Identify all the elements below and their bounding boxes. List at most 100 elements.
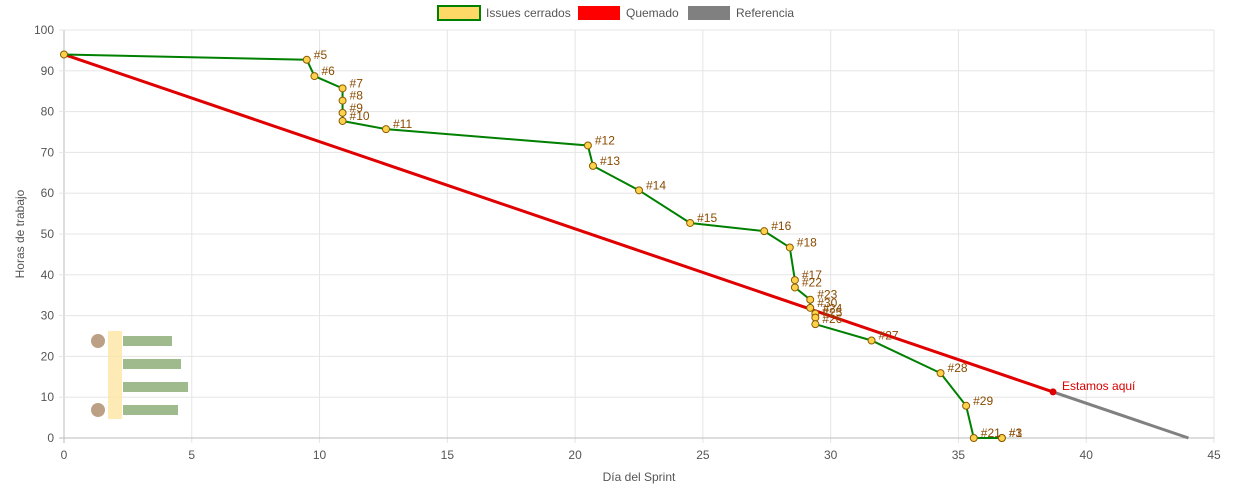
x-tick-label: 30	[824, 448, 838, 462]
y-tick-label: 60	[41, 186, 55, 200]
current-position-marker	[1049, 388, 1057, 396]
issue-point[interactable]	[338, 108, 347, 117]
legend-label-referencia: Referencia	[736, 6, 794, 20]
issue-point[interactable]	[338, 96, 347, 105]
issue-point-label: #13	[600, 154, 620, 168]
issue-point[interactable]	[997, 434, 1006, 442]
issue-point-label: #15	[697, 211, 717, 225]
issue-point-label: #30	[817, 296, 837, 310]
x-tick-label: 40	[1080, 448, 1094, 462]
issue-point[interactable]	[302, 55, 311, 64]
x-tick-label: 10	[313, 448, 327, 462]
issue-point[interactable]	[785, 243, 794, 252]
legend-swatch-quemado	[578, 6, 620, 20]
y-tick-label: 90	[41, 64, 55, 78]
issue-point[interactable]	[635, 186, 643, 195]
issue-point[interactable]	[806, 295, 815, 304]
issue-point-label: #18	[797, 235, 817, 249]
issue-point[interactable]	[962, 401, 971, 410]
x-axis-title: Día del Sprint	[603, 470, 676, 484]
x-tick-label: 45	[1207, 448, 1221, 462]
issue-point[interactable]	[382, 125, 390, 134]
grid	[59, 29, 1215, 443]
issue-point-label: #26	[822, 312, 842, 326]
issue-point[interactable]	[790, 283, 799, 292]
issue-point-label: #23	[817, 288, 837, 302]
issue-point[interactable]	[790, 276, 799, 285]
issue-point[interactable]	[686, 218, 695, 227]
y-axis-title: Horas de trabajo	[13, 189, 27, 278]
issue-point[interactable]	[60, 50, 68, 59]
issue-point[interactable]	[811, 313, 820, 322]
y-tick-label: 40	[41, 268, 55, 282]
issue-point-label: #28	[948, 361, 968, 375]
issue-point-label: #25	[822, 306, 842, 320]
issue-point[interactable]	[583, 141, 592, 150]
logo-bar	[108, 331, 122, 419]
issue-point[interactable]	[811, 320, 820, 329]
issue-point-label: #14	[646, 178, 666, 192]
issue-point-label: #7	[350, 76, 364, 90]
issue-point-label: #3	[1009, 426, 1023, 440]
legend-label-quemado: Quemado	[626, 6, 679, 20]
issue-point[interactable]	[969, 434, 978, 442]
legend-item-referencia[interactable]: Referencia	[688, 6, 794, 20]
y-tick-label: 20	[41, 349, 55, 363]
issue-point[interactable]	[589, 161, 597, 170]
legend-swatch-issues	[437, 5, 481, 21]
issue-point-label: #21	[981, 426, 1001, 440]
issue-point-label: #27	[879, 328, 899, 342]
y-tick-label: 30	[41, 309, 55, 323]
series	[60, 50, 1189, 442]
issue-point[interactable]	[867, 336, 876, 345]
legend: Issues cerrados Quemado Referencia	[437, 5, 794, 21]
y-tick-label: 0	[47, 431, 54, 445]
current-position-label: Estamos aquí	[1062, 379, 1136, 393]
issue-point-label: #22	[802, 275, 822, 289]
issue-point[interactable]	[310, 72, 319, 81]
logo-line	[123, 382, 188, 392]
series-line-referencia	[1052, 390, 1189, 440]
issue-point[interactable]	[806, 303, 815, 312]
point-labels: #5 #6 #7#8#9#10 #11 #12 #13 #14 #15 #16 #18 #17#22…	[314, 48, 1136, 440]
logo-line	[123, 405, 178, 415]
x-tick-label: 15	[441, 448, 455, 462]
x-tick-label: 0	[61, 448, 68, 462]
issue-point-label: #29	[973, 394, 993, 408]
issue-point[interactable]	[338, 84, 347, 93]
issue-point[interactable]	[936, 369, 945, 378]
legend-item-issues[interactable]: Issues cerrados	[437, 5, 571, 21]
x-tick-label: 20	[568, 448, 582, 462]
y-tick-label: 10	[41, 390, 55, 404]
y-tick-label: 100	[34, 23, 54, 37]
x-tick-label: 5	[188, 448, 195, 462]
issue-point-label: #11	[393, 117, 412, 131]
issue-point-label: #1	[1009, 426, 1023, 440]
logo-line	[123, 336, 172, 346]
axes: 0 5 10 15 20 25 30 35 40 45 0 10 20 30 40 50 60 70 80 90 100	[34, 23, 1221, 462]
legend-swatch-referencia	[688, 6, 730, 20]
issue-point[interactable]	[338, 116, 347, 125]
issue-point-label: #6	[321, 64, 335, 78]
issue-point-label: #10	[350, 109, 370, 123]
issue-point-label: #5	[314, 48, 328, 62]
logo-dot	[91, 403, 105, 417]
series-line-quemado	[63, 53, 1054, 394]
x-tick-label: 25	[696, 448, 710, 462]
watermark-logo	[91, 331, 188, 419]
issue-point-label: #8	[350, 89, 364, 103]
y-tick-label: 50	[41, 227, 55, 241]
legend-label-issues: Issues cerrados	[486, 6, 571, 20]
issue-point-label: #12	[595, 133, 615, 147]
issue-point[interactable]	[760, 227, 769, 236]
issue-point-label: #9	[350, 101, 364, 115]
issue-point-label: #17	[802, 268, 822, 282]
issue-point-label: #16	[771, 219, 791, 233]
y-tick-label: 70	[41, 145, 55, 159]
x-tick-label: 35	[952, 448, 966, 462]
logo-dot	[91, 334, 105, 348]
legend-item-quemado[interactable]: Quemado	[578, 6, 679, 20]
issue-point-label: #24	[822, 302, 842, 316]
